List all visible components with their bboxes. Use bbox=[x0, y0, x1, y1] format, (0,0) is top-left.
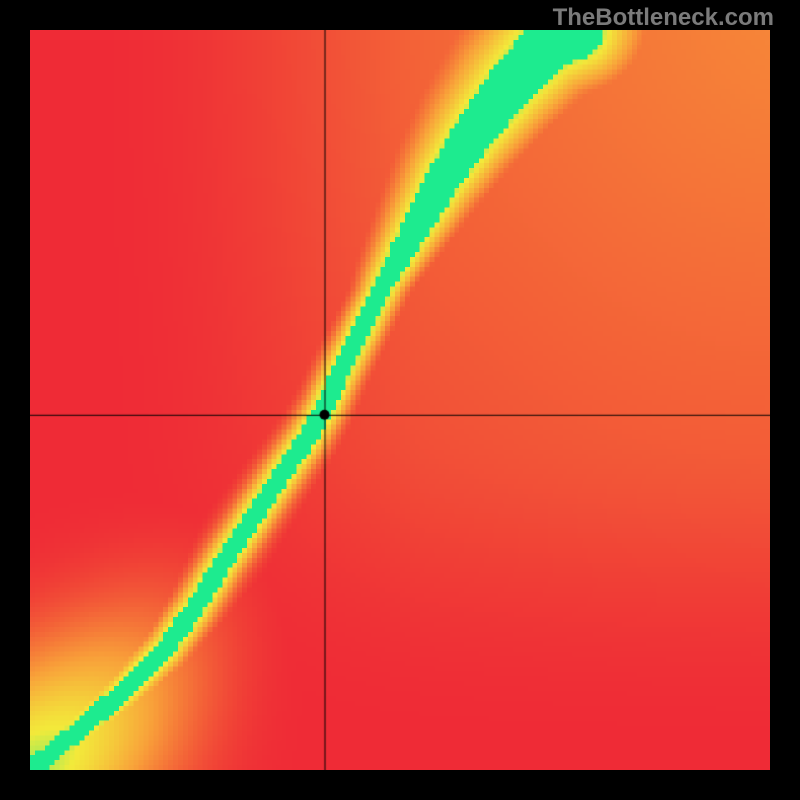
crosshair-overlay bbox=[30, 30, 770, 770]
chart-container: TheBottleneck.com bbox=[0, 0, 800, 800]
watermark-text: TheBottleneck.com bbox=[553, 4, 774, 32]
